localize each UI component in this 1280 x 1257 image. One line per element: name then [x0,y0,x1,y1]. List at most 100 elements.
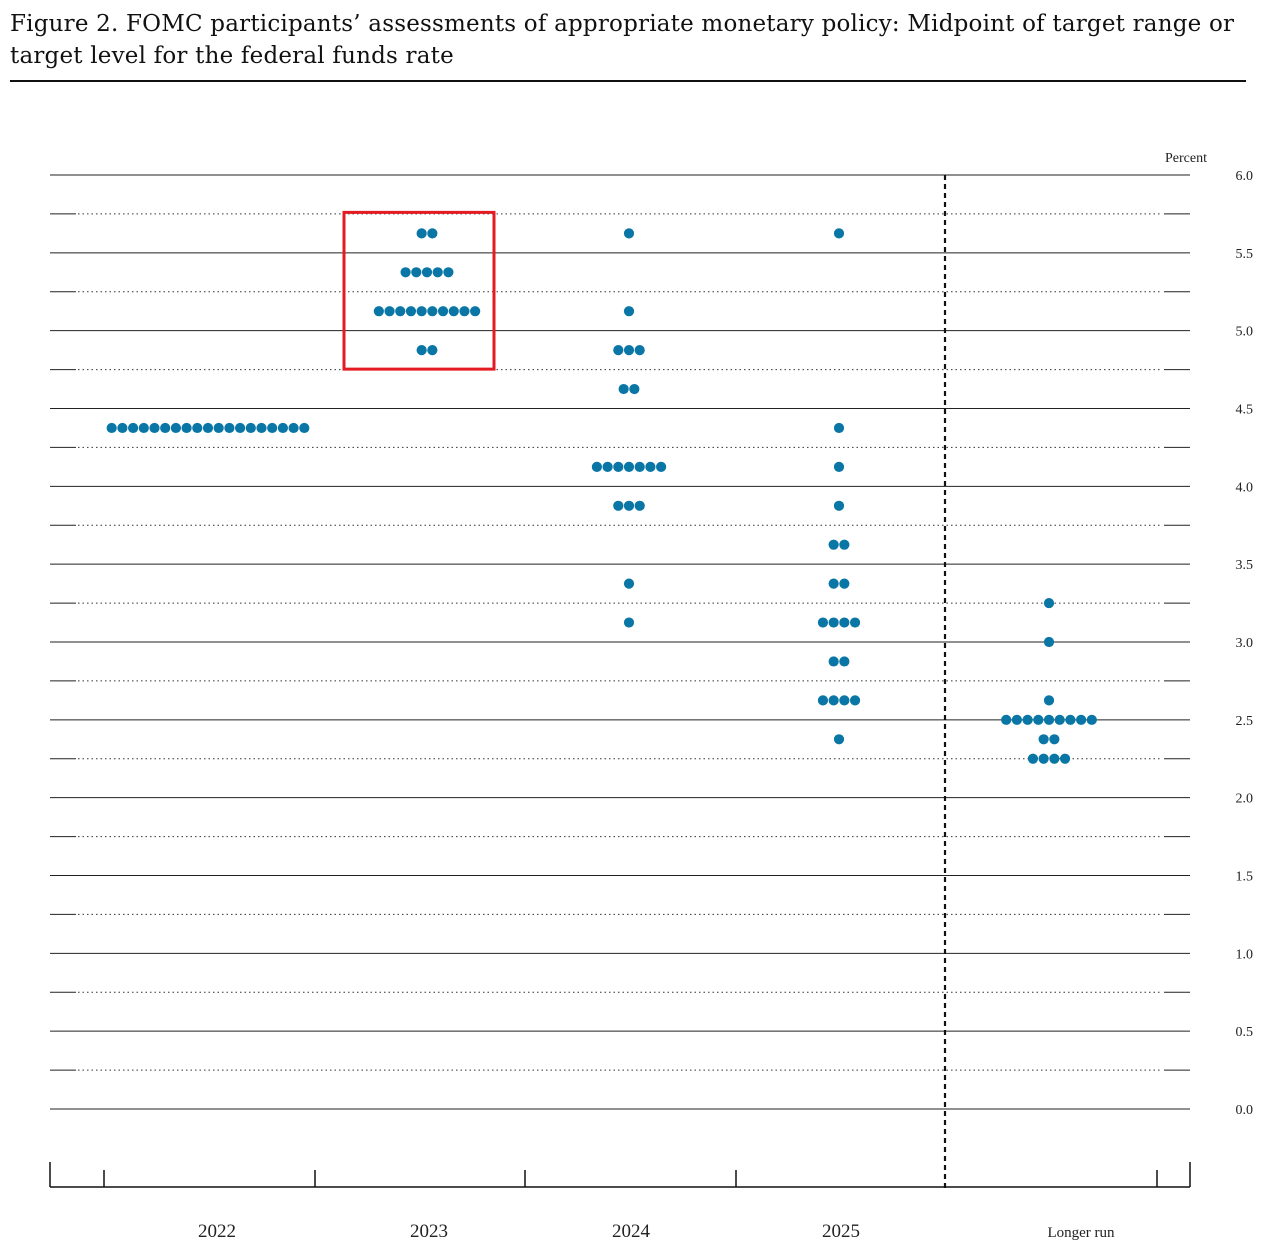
dot [106,422,117,434]
x-category-label: 2024 [612,1221,651,1242]
dot [623,345,635,356]
dot [459,306,470,317]
dot [833,422,845,434]
dot [1022,714,1033,725]
dot [1011,714,1023,725]
dot [427,345,438,356]
dot [645,461,656,472]
dot-column [1001,597,1097,764]
y-tick-label: 5.5 [1236,247,1254,262]
dot [828,617,839,628]
dot [828,539,839,550]
dot [833,500,845,511]
dot [623,578,635,589]
dot-column [106,422,310,434]
y-tick-label: 4.5 [1236,403,1254,418]
dot [384,306,395,317]
dots [106,228,1097,764]
dot [839,695,850,706]
dot [629,383,640,395]
dot [299,422,310,434]
dot-column [591,228,667,628]
dot [623,617,635,628]
dot [839,656,850,667]
x-category-label: 2023 [410,1221,448,1242]
dot [1049,734,1060,745]
x-category-label: Longer run [1047,1225,1115,1241]
dot [470,306,481,317]
dot [443,267,454,278]
dot [1027,753,1039,764]
y-tick-label: 2.5 [1236,714,1254,729]
dot [591,461,603,472]
dot [1038,734,1049,745]
dot [288,422,299,434]
dot [613,461,624,472]
dot [1038,753,1049,764]
x-axis: 2022 2023 2024 2025 Longer run [49,1162,1191,1242]
figure-title: Figure 2. FOMC participants’ assessments… [10,11,1235,69]
x-category-label: 2025 [822,1221,860,1242]
y-tick-label: 3.0 [1236,636,1254,651]
dot [400,267,411,278]
dot [181,422,192,434]
dot [817,617,829,628]
y-tick-label: 1.5 [1236,870,1254,885]
y-tick-label: 3.5 [1236,558,1254,573]
dot-column [817,228,861,745]
grid-lines [50,174,1190,1110]
dot [833,228,845,239]
dot [828,656,839,667]
dot [421,267,433,278]
dot [1033,714,1044,725]
dot [1086,714,1097,725]
dot [828,578,839,589]
dot [160,422,171,434]
dot [1043,636,1055,648]
dot [833,461,845,472]
dot [828,695,839,706]
dot [117,422,128,434]
highlight-box [342,210,496,371]
dot [373,306,384,317]
dot-column [373,228,481,356]
dot [416,228,427,239]
dot [623,500,635,511]
y-axis-label: Percent [1165,151,1207,166]
dot [833,734,845,745]
y-tick-label: 0.0 [1236,1103,1254,1118]
dot [613,345,624,356]
dot [427,228,438,239]
dot [817,695,829,706]
y-tick-label: 5.0 [1236,325,1254,340]
dot [602,461,613,472]
y-tick-label: 4.0 [1236,480,1254,495]
dot [395,306,406,317]
dot [1054,714,1065,725]
dot [1049,753,1060,764]
dot [1059,753,1071,764]
dot [839,617,850,628]
dot [849,695,861,706]
y-tick-label: 1.0 [1236,947,1254,962]
title-rule [10,80,1246,82]
dot [839,539,850,550]
dot [623,306,635,317]
dot [634,500,645,511]
dot [192,422,203,434]
dot [1043,695,1055,706]
dot [416,306,427,317]
dot [245,422,256,434]
dot [1043,714,1055,725]
dot [618,383,629,395]
dot [267,422,278,434]
dot [656,461,667,472]
y-tick-label: 2.0 [1236,792,1254,807]
dot [277,422,288,434]
dot [416,345,427,356]
dot [427,306,438,317]
dot [224,422,235,434]
dot [623,228,635,239]
dot [839,578,850,589]
dot [1076,714,1087,725]
